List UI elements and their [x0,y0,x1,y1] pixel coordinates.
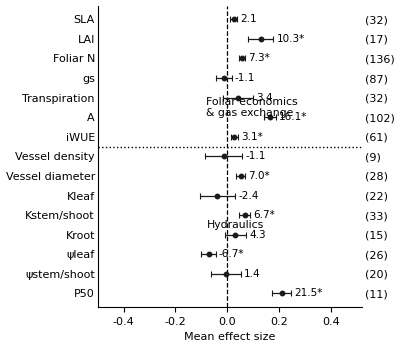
Text: 16.1*: 16.1* [279,112,307,122]
Text: 3.4: 3.4 [256,93,273,103]
Text: 7.0*: 7.0* [248,171,270,181]
X-axis label: Mean effect size: Mean effect size [184,332,276,342]
Text: 7.3*: 7.3* [248,54,269,63]
Text: Hydraulics: Hydraulics [206,220,264,230]
Text: -1.1: -1.1 [235,73,255,83]
Text: 2.1: 2.1 [240,14,257,24]
Text: 1.4: 1.4 [244,269,261,279]
Text: -1.1: -1.1 [246,151,266,161]
Text: Foliar economics
& gas exchange: Foliar economics & gas exchange [206,97,298,118]
Text: -2.4: -2.4 [238,191,258,200]
Text: -6.7*: -6.7* [219,249,244,259]
Text: 4.3: 4.3 [250,230,266,240]
Text: 21.5*: 21.5* [294,288,323,299]
Text: 6.7*: 6.7* [254,210,275,220]
Text: 10.3*: 10.3* [276,34,305,44]
Text: 3.1*: 3.1* [241,132,263,142]
